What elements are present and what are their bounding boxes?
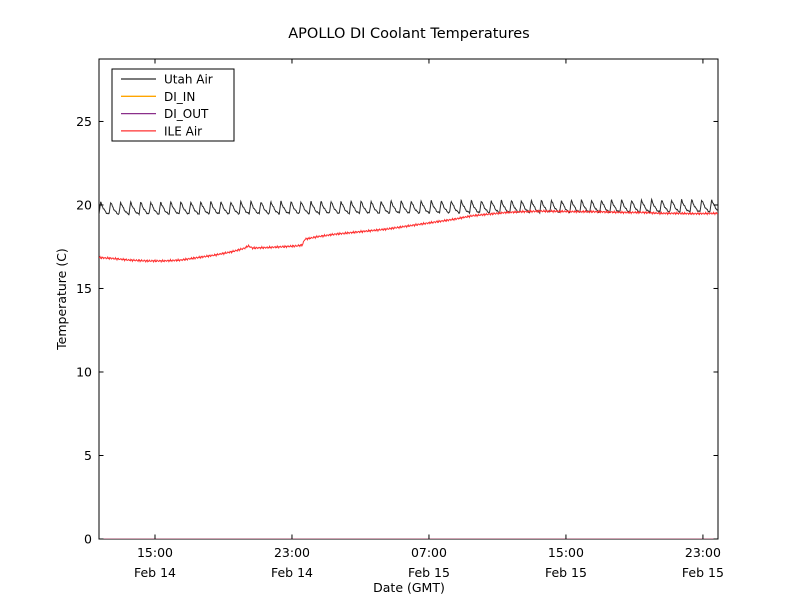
y-tick-label: 25 <box>76 114 92 129</box>
y-tick-label: 10 <box>76 364 92 379</box>
y-tick-label: 15 <box>76 281 92 296</box>
legend-entry-label: DI_OUT <box>164 107 209 121</box>
y-tick-label: 5 <box>84 448 92 463</box>
x-tick-date-label: Feb 14 <box>134 565 176 580</box>
legend-entry-label: ILE Air <box>164 124 202 138</box>
x-tick-time-label: 07:00 <box>411 545 447 560</box>
x-tick-time-label: 23:00 <box>685 545 721 560</box>
legend-entry-label: DI_IN <box>164 90 195 104</box>
y-tick-label: 20 <box>76 197 92 212</box>
x-tick-time-label: 23:00 <box>274 545 310 560</box>
x-axis-label: Date (GMT) <box>373 580 445 595</box>
x-tick-time-label: 15:00 <box>548 545 584 560</box>
series-ile-air <box>99 209 718 264</box>
x-tick-time-label: 15:00 <box>137 545 173 560</box>
x-tick-date-label: Feb 15 <box>545 565 587 580</box>
x-tick-date-label: Feb 15 <box>408 565 450 580</box>
legend-box <box>111 68 235 142</box>
x-tick-date-label: Feb 15 <box>682 565 724 580</box>
series-layer <box>99 197 718 539</box>
legend-entry-label: Utah Air <box>164 73 213 87</box>
axis-ticks: 15:00 Feb 14 23:00 Feb 14 07:00 Feb 15 15:00 Fe… <box>76 59 724 580</box>
y-tick-label: 0 <box>84 532 92 547</box>
series-utah-air <box>99 197 718 217</box>
chart-title: APOLLO DI Coolant Temperatures <box>288 26 529 42</box>
x-tick-date-label: Feb 14 <box>271 565 313 580</box>
y-axis-label: Temperature (C) <box>54 248 69 351</box>
legend: Utah Air DI_IN DI_OUT ILE Air <box>111 68 235 142</box>
